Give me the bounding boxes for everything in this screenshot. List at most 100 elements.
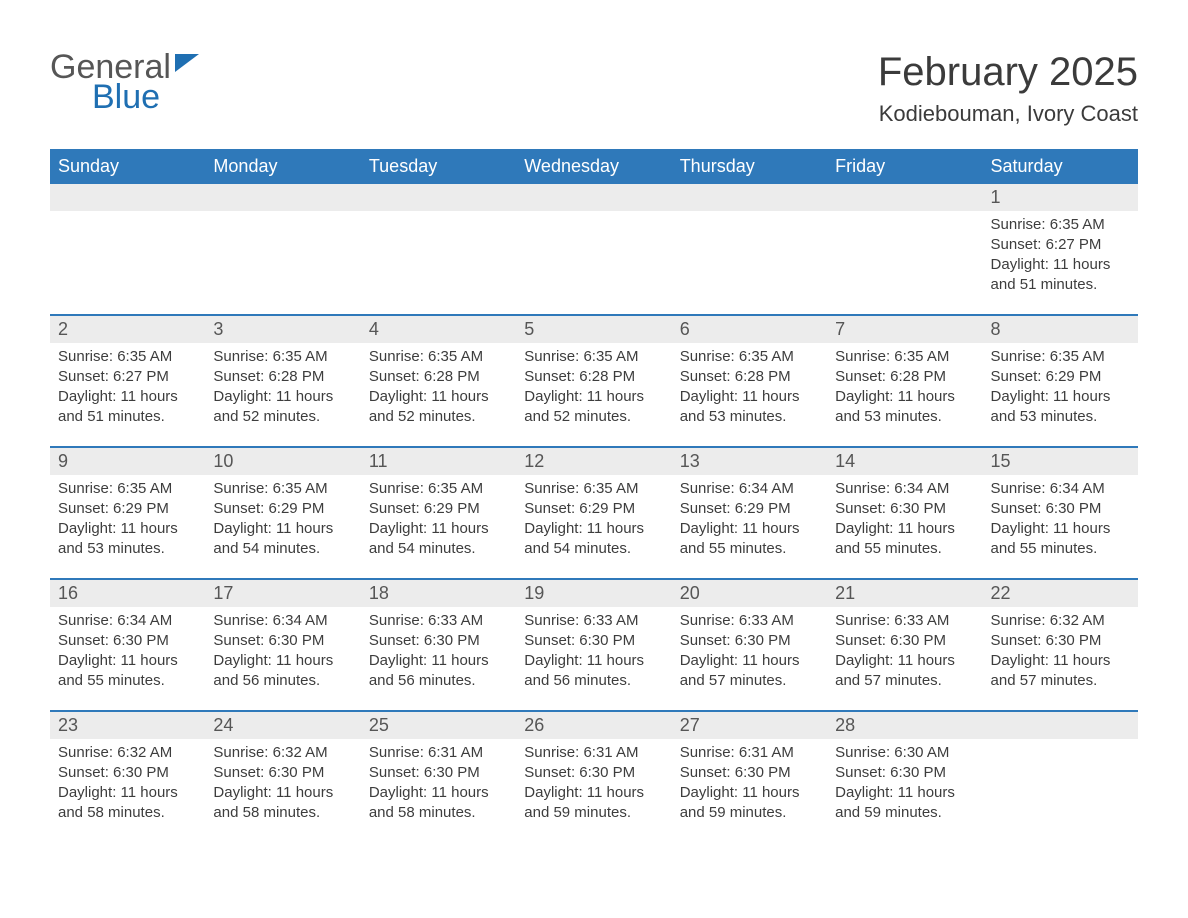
day-daylight: Daylight: 11 hours and 55 minutes. — [991, 519, 1130, 560]
day-sunrise: Sunrise: 6:33 AM — [680, 611, 819, 631]
calendar-week: 2Sunrise: 6:35 AMSunset: 6:27 PMDaylight… — [50, 314, 1138, 438]
day-body: Sunrise: 6:35 AMSunset: 6:28 PMDaylight:… — [205, 343, 360, 436]
calendar-day — [50, 184, 205, 306]
day-sunset: Sunset: 6:30 PM — [213, 763, 352, 783]
day-daylight: Daylight: 11 hours and 59 minutes. — [835, 783, 974, 824]
day-daylight: Daylight: 11 hours and 58 minutes. — [369, 783, 508, 824]
day-daylight: Daylight: 11 hours and 57 minutes. — [680, 651, 819, 692]
page-header: General Blue February 2025 Kodiebouman, … — [50, 50, 1138, 127]
day-daylight: Daylight: 11 hours and 56 minutes. — [213, 651, 352, 692]
day-number: 27 — [672, 712, 827, 739]
day-sunrise: Sunrise: 6:35 AM — [213, 479, 352, 499]
day-body: Sunrise: 6:35 AMSunset: 6:27 PMDaylight:… — [50, 343, 205, 436]
day-body: Sunrise: 6:35 AMSunset: 6:29 PMDaylight:… — [50, 475, 205, 568]
day-body: Sunrise: 6:34 AMSunset: 6:29 PMDaylight:… — [672, 475, 827, 568]
calendar-day: 5Sunrise: 6:35 AMSunset: 6:28 PMDaylight… — [516, 316, 671, 438]
day-sunset: Sunset: 6:30 PM — [213, 631, 352, 651]
calendar-day: 21Sunrise: 6:33 AMSunset: 6:30 PMDayligh… — [827, 580, 982, 702]
day-daylight: Daylight: 11 hours and 55 minutes. — [680, 519, 819, 560]
day-sunrise: Sunrise: 6:35 AM — [835, 347, 974, 367]
day-daylight: Daylight: 11 hours and 56 minutes. — [369, 651, 508, 692]
day-sunset: Sunset: 6:30 PM — [524, 763, 663, 783]
calendar-day: 28Sunrise: 6:30 AMSunset: 6:30 PMDayligh… — [827, 712, 982, 834]
calendar-day: 16Sunrise: 6:34 AMSunset: 6:30 PMDayligh… — [50, 580, 205, 702]
day-daylight: Daylight: 11 hours and 53 minutes. — [991, 387, 1130, 428]
day-sunrise: Sunrise: 6:31 AM — [680, 743, 819, 763]
day-body: Sunrise: 6:31 AMSunset: 6:30 PMDaylight:… — [672, 739, 827, 832]
day-number: 4 — [361, 316, 516, 343]
calendar-day — [983, 712, 1138, 834]
day-body — [672, 211, 827, 223]
location-subtitle: Kodiebouman, Ivory Coast — [878, 101, 1138, 127]
day-sunrise: Sunrise: 6:33 AM — [835, 611, 974, 631]
day-daylight: Daylight: 11 hours and 56 minutes. — [524, 651, 663, 692]
calendar-day: 17Sunrise: 6:34 AMSunset: 6:30 PMDayligh… — [205, 580, 360, 702]
calendar-day: 12Sunrise: 6:35 AMSunset: 6:29 PMDayligh… — [516, 448, 671, 570]
day-sunrise: Sunrise: 6:35 AM — [991, 215, 1130, 235]
day-number: 9 — [50, 448, 205, 475]
day-number: 3 — [205, 316, 360, 343]
day-body: Sunrise: 6:30 AMSunset: 6:30 PMDaylight:… — [827, 739, 982, 832]
day-sunset: Sunset: 6:28 PM — [835, 367, 974, 387]
day-sunrise: Sunrise: 6:35 AM — [991, 347, 1130, 367]
day-body: Sunrise: 6:35 AMSunset: 6:28 PMDaylight:… — [827, 343, 982, 436]
day-number: 15 — [983, 448, 1138, 475]
calendar-week: 1Sunrise: 6:35 AMSunset: 6:27 PMDaylight… — [50, 184, 1138, 306]
day-number — [827, 184, 982, 211]
day-number: 7 — [827, 316, 982, 343]
day-number: 10 — [205, 448, 360, 475]
day-sunset: Sunset: 6:28 PM — [213, 367, 352, 387]
dow-saturday: Saturday — [983, 149, 1138, 184]
day-body: Sunrise: 6:32 AMSunset: 6:30 PMDaylight:… — [50, 739, 205, 832]
calendar-day: 6Sunrise: 6:35 AMSunset: 6:28 PMDaylight… — [672, 316, 827, 438]
day-number — [205, 184, 360, 211]
day-number: 25 — [361, 712, 516, 739]
day-sunset: Sunset: 6:28 PM — [524, 367, 663, 387]
day-sunrise: Sunrise: 6:35 AM — [524, 347, 663, 367]
day-number: 19 — [516, 580, 671, 607]
day-daylight: Daylight: 11 hours and 57 minutes. — [991, 651, 1130, 692]
day-sunrise: Sunrise: 6:35 AM — [680, 347, 819, 367]
dow-sunday: Sunday — [50, 149, 205, 184]
day-number: 8 — [983, 316, 1138, 343]
day-body: Sunrise: 6:32 AMSunset: 6:30 PMDaylight:… — [983, 607, 1138, 700]
day-daylight: Daylight: 11 hours and 53 minutes. — [58, 519, 197, 560]
day-sunrise: Sunrise: 6:31 AM — [524, 743, 663, 763]
calendar-day: 9Sunrise: 6:35 AMSunset: 6:29 PMDaylight… — [50, 448, 205, 570]
calendar-day: 3Sunrise: 6:35 AMSunset: 6:28 PMDaylight… — [205, 316, 360, 438]
day-sunrise: Sunrise: 6:35 AM — [524, 479, 663, 499]
day-body — [50, 211, 205, 223]
day-daylight: Daylight: 11 hours and 53 minutes. — [680, 387, 819, 428]
day-number: 1 — [983, 184, 1138, 211]
day-body: Sunrise: 6:35 AMSunset: 6:27 PMDaylight:… — [983, 211, 1138, 304]
calendar-day: 13Sunrise: 6:34 AMSunset: 6:29 PMDayligh… — [672, 448, 827, 570]
calendar-day: 19 Sunrise: 6:33 AMSunset: 6:30 PMDayligh… — [516, 580, 671, 702]
day-sunrise: Sunrise: 6:35 AM — [58, 347, 197, 367]
day-number: 28 — [827, 712, 982, 739]
day-body — [983, 739, 1138, 751]
day-daylight: Daylight: 11 hours and 57 minutes. — [835, 651, 974, 692]
day-sunrise: Sunrise: 6:34 AM — [680, 479, 819, 499]
day-number: 20 — [672, 580, 827, 607]
day-number: 6 — [672, 316, 827, 343]
day-body: Sunrise: 6:35 AMSunset: 6:29 PMDaylight:… — [361, 475, 516, 568]
calendar-day — [672, 184, 827, 306]
day-sunrise: Sunrise: 6:33 AM — [524, 611, 663, 631]
day-daylight: Daylight: 11 hours and 52 minutes. — [369, 387, 508, 428]
day-sunrise: Sunrise: 6:32 AM — [991, 611, 1130, 631]
day-number — [50, 184, 205, 211]
day-body: Sunrise: 6:34 AMSunset: 6:30 PMDaylight:… — [50, 607, 205, 700]
day-sunset: Sunset: 6:29 PM — [213, 499, 352, 519]
day-daylight: Daylight: 11 hours and 54 minutes. — [213, 519, 352, 560]
day-daylight: Daylight: 11 hours and 59 minutes. — [680, 783, 819, 824]
day-sunset: Sunset: 6:28 PM — [369, 367, 508, 387]
day-sunset: Sunset: 6:30 PM — [524, 631, 663, 651]
day-number: 13 — [672, 448, 827, 475]
dow-tuesday: Tuesday — [361, 149, 516, 184]
calendar-week: 16Sunrise: 6:34 AMSunset: 6:30 PMDayligh… — [50, 578, 1138, 702]
calendar-day: 14Sunrise: 6:34 AMSunset: 6:30 PMDayligh… — [827, 448, 982, 570]
day-sunrise: Sunrise: 6:35 AM — [369, 479, 508, 499]
day-body: Sunrise: 6:35 AMSunset: 6:29 PMDaylight:… — [516, 475, 671, 568]
day-sunset: Sunset: 6:29 PM — [680, 499, 819, 519]
logo: General Blue — [50, 50, 199, 114]
